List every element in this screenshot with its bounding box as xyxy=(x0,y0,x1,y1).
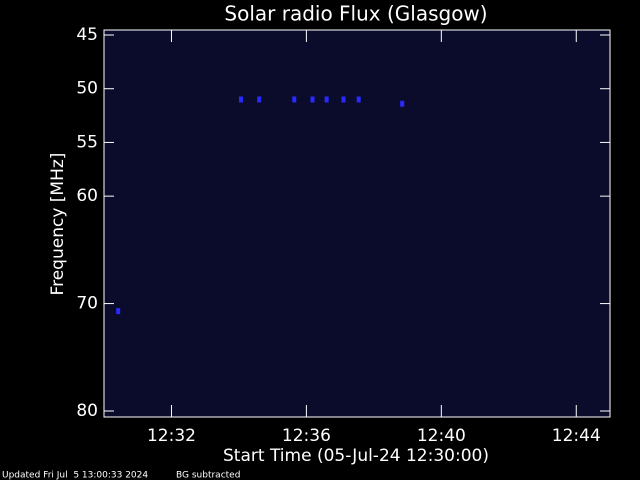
plot-area xyxy=(103,29,611,418)
burst xyxy=(116,308,121,315)
footer-text: Updated Fri Jul 5 13:00:33 2024 xyxy=(2,471,148,480)
burst xyxy=(292,96,297,103)
y-tick-label: 70 xyxy=(76,294,98,314)
x-tick-label: 12:36 xyxy=(282,426,331,446)
y-tick-label: 80 xyxy=(76,401,98,421)
y-tick-label: 45 xyxy=(76,25,98,45)
burst xyxy=(310,96,315,103)
burst xyxy=(400,100,405,107)
burst xyxy=(341,96,346,103)
x-tick-label: 12:44 xyxy=(552,426,601,446)
y-tick-label: 50 xyxy=(76,79,98,99)
burst xyxy=(324,96,329,103)
y-tick-label: 60 xyxy=(76,186,98,206)
burst xyxy=(238,96,243,103)
chart-title: Solar radio Flux (Glasgow) xyxy=(224,2,487,26)
burst xyxy=(257,96,262,103)
y-tick-label: 55 xyxy=(76,132,98,152)
footer-text: BG subtracted xyxy=(176,471,240,480)
x-tick-label: 12:40 xyxy=(417,426,466,446)
x-tick-label: 12:32 xyxy=(147,426,196,446)
x-axis-label: Start Time (05-Jul-24 12:30:00) xyxy=(223,446,489,466)
burst xyxy=(356,96,361,103)
y-axis-label: Frequency [MHz] xyxy=(48,153,68,296)
